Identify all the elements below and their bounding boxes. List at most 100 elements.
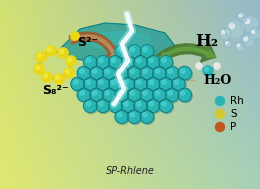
Circle shape: [116, 111, 129, 124]
Circle shape: [165, 88, 179, 102]
Circle shape: [48, 47, 51, 51]
Circle shape: [155, 91, 160, 95]
Circle shape: [180, 91, 185, 95]
Circle shape: [149, 58, 153, 63]
Circle shape: [42, 71, 53, 83]
Circle shape: [244, 37, 248, 41]
Circle shape: [136, 80, 141, 84]
Circle shape: [118, 91, 122, 95]
Circle shape: [141, 89, 155, 103]
Polygon shape: [85, 31, 150, 49]
Circle shape: [143, 113, 147, 117]
Circle shape: [109, 77, 122, 91]
Circle shape: [140, 66, 154, 80]
Circle shape: [153, 66, 166, 80]
Circle shape: [174, 80, 179, 84]
Circle shape: [118, 47, 122, 52]
Circle shape: [154, 67, 167, 81]
Circle shape: [96, 55, 110, 69]
Circle shape: [155, 69, 160, 73]
Circle shape: [116, 89, 129, 103]
Circle shape: [173, 78, 186, 92]
Circle shape: [146, 55, 160, 69]
Circle shape: [249, 28, 260, 40]
Circle shape: [84, 78, 98, 92]
Circle shape: [235, 42, 245, 52]
Circle shape: [134, 77, 147, 91]
Circle shape: [130, 113, 135, 117]
Circle shape: [97, 100, 111, 114]
Circle shape: [103, 67, 117, 81]
Circle shape: [93, 69, 97, 73]
Circle shape: [110, 100, 123, 114]
Circle shape: [162, 80, 166, 84]
Circle shape: [245, 19, 250, 24]
Circle shape: [215, 96, 225, 106]
Circle shape: [146, 99, 160, 113]
Circle shape: [86, 102, 90, 106]
Circle shape: [77, 66, 91, 80]
Circle shape: [128, 89, 142, 103]
Circle shape: [128, 111, 142, 124]
Circle shape: [121, 55, 135, 69]
Circle shape: [149, 102, 153, 106]
Circle shape: [215, 109, 225, 119]
Circle shape: [109, 99, 122, 113]
Circle shape: [96, 77, 110, 91]
Circle shape: [97, 78, 111, 92]
Circle shape: [147, 57, 161, 70]
Circle shape: [105, 91, 109, 95]
FancyArrowPatch shape: [149, 47, 216, 70]
Circle shape: [166, 67, 180, 81]
Circle shape: [96, 99, 110, 113]
Circle shape: [168, 91, 172, 95]
Circle shape: [226, 42, 228, 44]
Circle shape: [143, 69, 147, 73]
Circle shape: [71, 77, 84, 91]
Circle shape: [122, 100, 136, 114]
Circle shape: [86, 58, 90, 63]
Text: S²⁻: S²⁻: [77, 36, 99, 49]
Circle shape: [141, 67, 155, 81]
Text: SP-Rhlene: SP-Rhlene: [106, 166, 154, 176]
Circle shape: [72, 78, 86, 92]
Circle shape: [57, 47, 68, 59]
Text: S₈²⁻: S₈²⁻: [42, 84, 68, 98]
Polygon shape: [60, 23, 175, 66]
Circle shape: [136, 102, 141, 106]
Circle shape: [93, 91, 97, 95]
Circle shape: [135, 57, 148, 70]
Text: P: P: [230, 122, 236, 132]
Circle shape: [179, 89, 192, 103]
Circle shape: [122, 78, 136, 92]
Circle shape: [43, 74, 48, 77]
Circle shape: [252, 31, 255, 34]
Circle shape: [134, 99, 147, 113]
Circle shape: [83, 99, 97, 113]
Circle shape: [91, 67, 104, 81]
Circle shape: [63, 67, 75, 78]
Circle shape: [179, 67, 192, 81]
Circle shape: [122, 57, 136, 70]
Circle shape: [99, 58, 103, 63]
Circle shape: [160, 100, 173, 114]
Circle shape: [116, 46, 129, 59]
Circle shape: [166, 89, 180, 103]
Text: H₂: H₂: [196, 33, 218, 50]
Circle shape: [124, 102, 128, 106]
Circle shape: [196, 63, 203, 70]
Text: H₂O: H₂O: [204, 74, 232, 88]
Circle shape: [130, 47, 135, 52]
Circle shape: [111, 102, 116, 106]
Circle shape: [66, 56, 76, 67]
Circle shape: [159, 55, 173, 69]
Circle shape: [111, 80, 116, 84]
Circle shape: [77, 88, 91, 102]
Circle shape: [34, 64, 44, 74]
Circle shape: [127, 66, 141, 80]
Circle shape: [90, 66, 103, 80]
Circle shape: [115, 88, 128, 102]
Circle shape: [36, 66, 40, 70]
Circle shape: [237, 12, 247, 22]
Circle shape: [159, 77, 173, 91]
